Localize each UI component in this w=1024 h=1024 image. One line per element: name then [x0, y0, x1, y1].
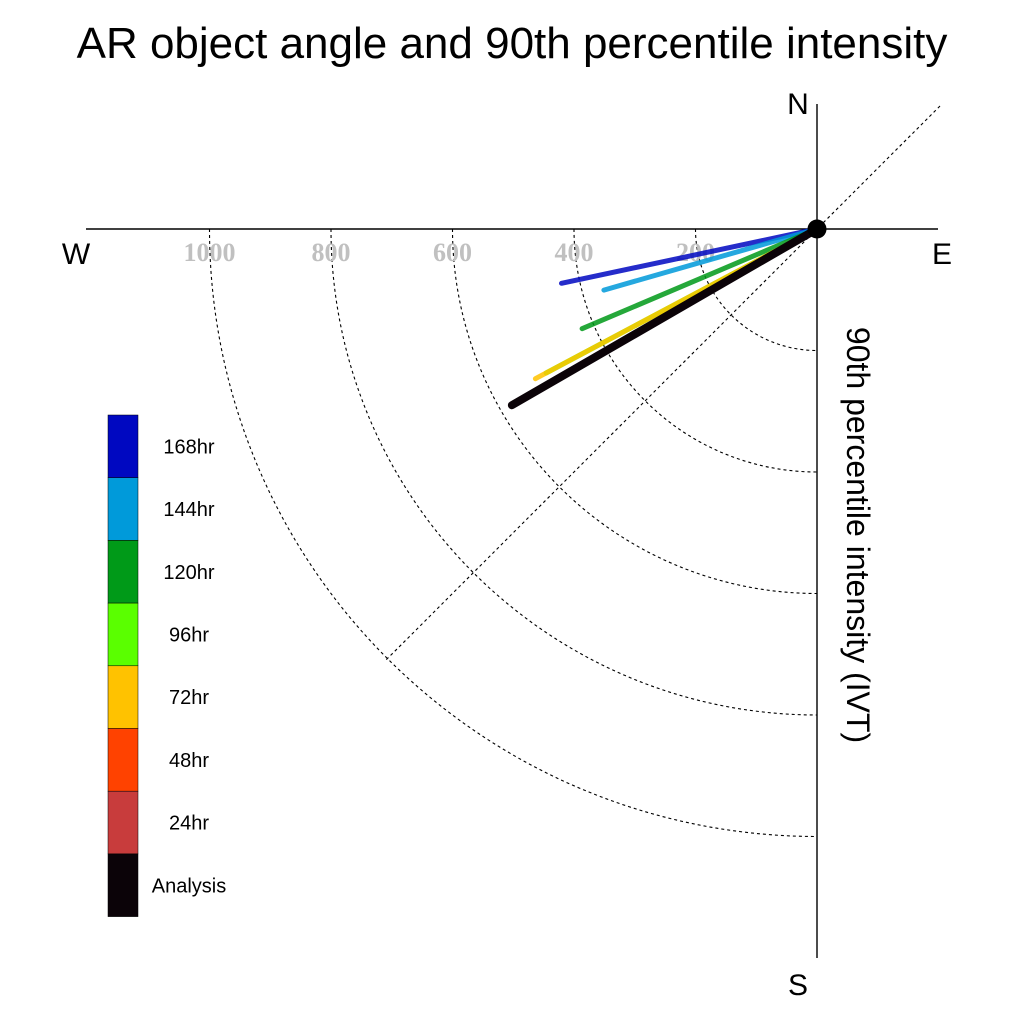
legend: 168hr 144hr 120hr 96hr 72hr 48hr 24hr Analysis [107, 414, 226, 917]
grid-circle-1000 [208, 228, 818, 838]
y-axis-label: 90th percentile intensity (IVT) [840, 327, 876, 743]
radial-tick-label: 400 [555, 238, 594, 267]
legend-swatch [107, 477, 139, 541]
legend-label: 168hr [163, 436, 214, 458]
legend-swatch [107, 540, 139, 604]
origin-marker [807, 219, 827, 239]
grid-circle-400 [573, 228, 818, 473]
legend-swatch [107, 728, 139, 792]
radial-tick-label: 600 [433, 238, 472, 267]
legend-label: 24hr [169, 813, 209, 835]
grid-layer [208, 105, 941, 838]
series-vector-168hr [559, 226, 820, 286]
north-label: N [787, 88, 809, 121]
legend-swatch [107, 790, 139, 855]
south-label: S [788, 969, 808, 1002]
radial-tick-labels: 2004006008001000 [184, 238, 716, 267]
legend-swatch [107, 665, 139, 729]
legend-label: 72hr [169, 687, 209, 709]
west-label: W [62, 238, 91, 271]
legend-label: 120hr [163, 562, 214, 584]
diagonal-guide-ne [384, 105, 941, 662]
series-vector-120hr [579, 226, 820, 332]
radial-tick-label: 1000 [184, 238, 236, 267]
series-vector-analysis [507, 225, 821, 410]
grid-circle-600 [451, 228, 818, 595]
legend-label: 96hr [169, 625, 209, 647]
legend-swatch [107, 853, 139, 917]
legend-label: 48hr [169, 750, 209, 772]
series-layer [507, 225, 821, 410]
chart-title: AR object angle and 90th percentile inte… [77, 19, 948, 68]
legend-swatch [107, 602, 139, 667]
series-vector-144hr [601, 226, 820, 293]
east-label: E [932, 238, 952, 271]
legend-label: Analysis [152, 875, 226, 897]
radial-tick-label: 800 [312, 238, 351, 267]
legend-swatch [107, 414, 139, 478]
grid-circle-800 [330, 228, 818, 716]
legend-label: 144hr [163, 499, 214, 521]
